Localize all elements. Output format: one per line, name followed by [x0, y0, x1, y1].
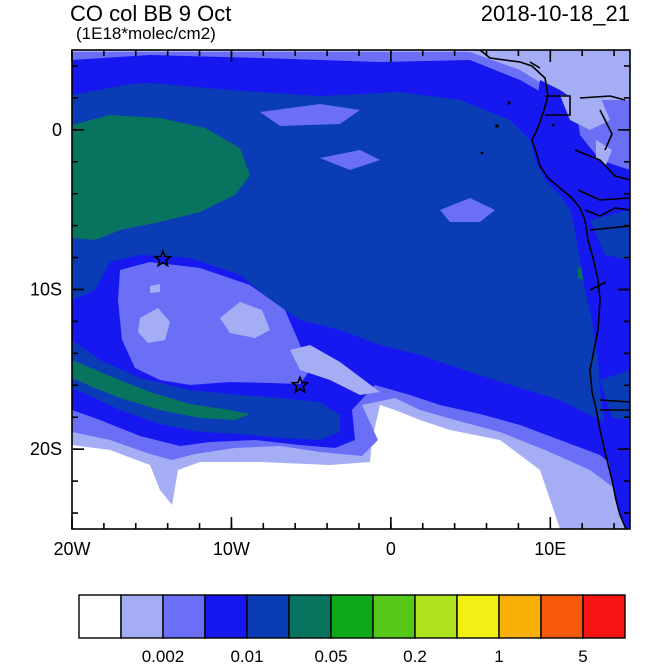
contour-002-south [72, 340, 340, 440]
contour-005-north [72, 115, 250, 240]
colorbar-box [498, 594, 542, 639]
colorbar-box [78, 594, 122, 639]
x-tick-label: 0 [386, 539, 396, 559]
colorbar-box [288, 594, 332, 639]
colorbar-label: 0.2 [403, 647, 427, 666]
x-tick-label: 10E [534, 539, 566, 559]
colorbar-label: 0.002 [142, 647, 185, 666]
axis-ticks [71, 50, 630, 529]
colorbar-box [330, 594, 374, 639]
star-marker-south [290, 375, 310, 394]
y-tick-label: 20S [30, 439, 62, 459]
x-tick-label: 20W [53, 539, 90, 559]
contour-005-south [72, 360, 250, 420]
colorbar-box [120, 594, 164, 639]
colorbar-box [582, 594, 626, 639]
colorbar-box [414, 594, 458, 639]
co-concentration-field [72, 50, 630, 529]
coastline [479, 50, 630, 529]
colorbar-label: 5 [578, 647, 587, 666]
colorbar-label: 1 [494, 647, 503, 666]
x-tick-label: 10W [213, 539, 250, 559]
y-tick-label: 0 [52, 120, 62, 140]
contour-inner-light-4 [290, 345, 380, 395]
colorbar-label: 0.01 [230, 647, 263, 666]
contour-inner-light-1 [138, 308, 170, 343]
contour-inner-light-3 [150, 284, 160, 293]
colorbar [78, 594, 626, 639]
colorbar-label: 0.05 [314, 647, 347, 666]
markers [153, 248, 310, 394]
colorbar-box [372, 594, 416, 639]
y-tick-label: 10S [30, 280, 62, 300]
contour-inner-loop [118, 262, 310, 385]
colorbar-box [204, 594, 248, 639]
contour-inner-light-2 [220, 302, 270, 338]
colorbar-labels: 0.002 0.01 0.05 0.2 1 5 [142, 647, 588, 666]
colorbar-box [456, 594, 500, 639]
map-timestamp: 2018-10-18_21 [480, 1, 630, 26]
colorbar-box [540, 594, 584, 639]
colorbar-box [246, 594, 290, 639]
map-units: (1E18*molec/cm2) [76, 24, 216, 43]
map-title: CO col BB 9 Oct [70, 1, 232, 26]
colorbar-box [162, 594, 206, 639]
star-marker-north [153, 248, 173, 268]
axis-tick-labels: 20W 10W 0 10E 0 10S 20S [30, 120, 566, 559]
land-africa [530, 80, 630, 529]
